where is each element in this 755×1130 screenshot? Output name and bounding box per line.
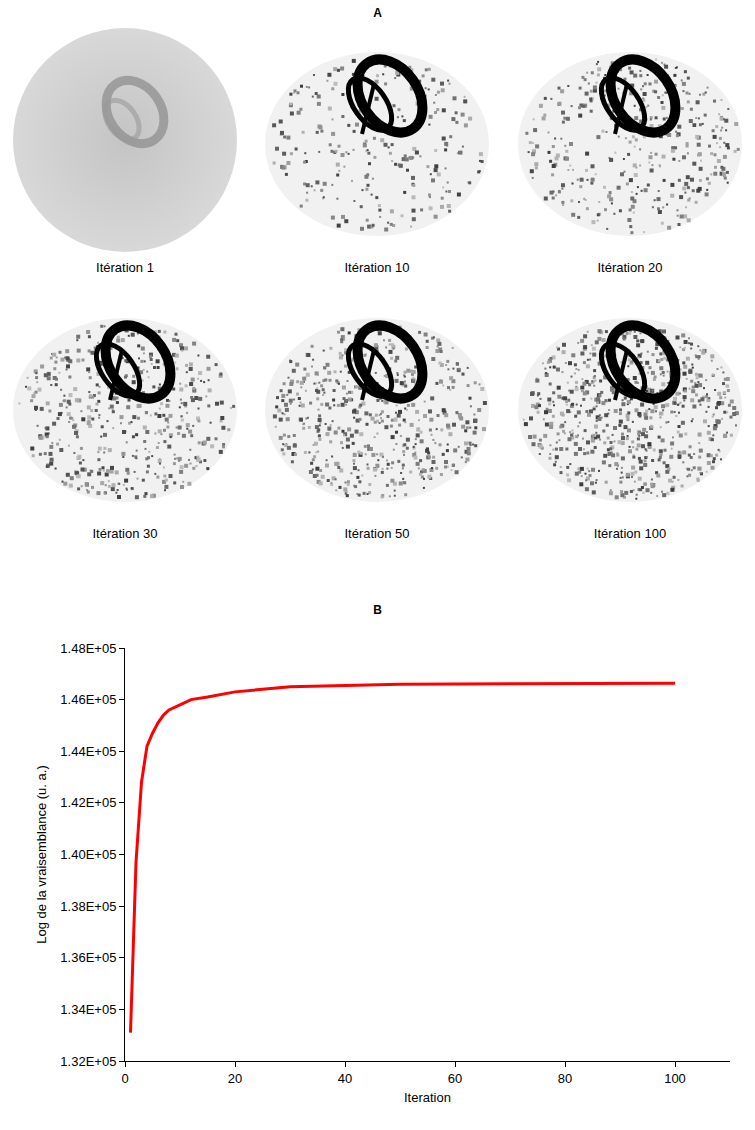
svg-text:20: 20 bbox=[228, 1071, 242, 1086]
html-text:Itération 20: Itération 20 bbox=[597, 260, 663, 275]
svg-text:1.42E+05: 1.42E+05 bbox=[60, 795, 116, 810]
html-text:Itération 50: Itération 50 bbox=[344, 526, 410, 541]
html-text:Itération 1: Itération 1 bbox=[96, 260, 154, 275]
svg-text:B: B bbox=[373, 603, 382, 617]
svg-text:1.40E+05: 1.40E+05 bbox=[60, 847, 116, 862]
svg-text:1.48E+05: 1.48E+05 bbox=[60, 641, 116, 656]
svg-text:1.32E+05: 1.32E+05 bbox=[60, 1054, 116, 1069]
html-text:Itération 10: Itération 10 bbox=[344, 260, 410, 275]
html-text:Itération 30: Itération 30 bbox=[92, 526, 158, 541]
svg-text:1.46E+05: 1.46E+05 bbox=[60, 692, 116, 707]
svg-text:1.34E+05: 1.34E+05 bbox=[60, 1002, 116, 1017]
html-text:A: A bbox=[373, 6, 382, 20]
svg-text:80: 80 bbox=[558, 1071, 572, 1086]
svg-text:Iteration: Iteration bbox=[404, 1090, 451, 1105]
html-text:Itération 100: Itération 100 bbox=[593, 526, 667, 541]
svg-text:1.44E+05: 1.44E+05 bbox=[60, 744, 116, 759]
svg-text:40: 40 bbox=[338, 1071, 352, 1086]
svg-text:100: 100 bbox=[664, 1071, 686, 1086]
svg-text:60: 60 bbox=[448, 1071, 462, 1086]
svg-text:1.36E+05: 1.36E+05 bbox=[60, 950, 116, 965]
svg-text:1.38E+05: 1.38E+05 bbox=[60, 899, 116, 914]
svg-text:0: 0 bbox=[121, 1071, 128, 1086]
svg-text:Log de la vraisemblance (u. a.: Log de la vraisemblance (u. a.) bbox=[34, 765, 49, 943]
